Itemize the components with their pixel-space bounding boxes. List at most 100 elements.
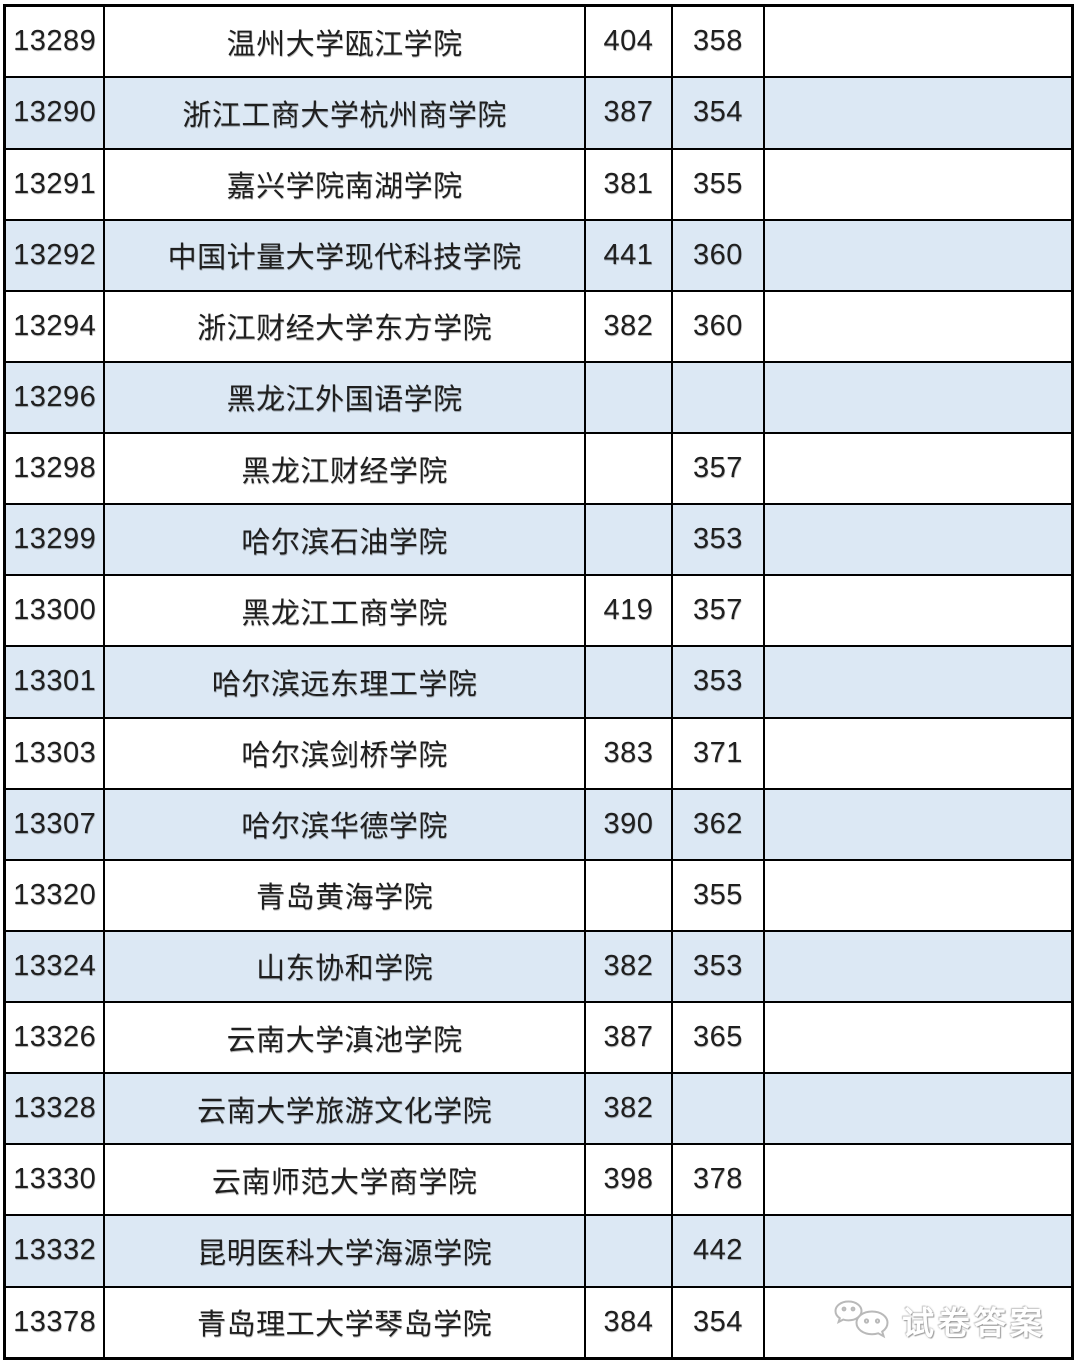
school-name-cell: 温州大学瓯江学院	[103, 4, 586, 79]
school-name-cell: 青岛黄海学院	[103, 858, 586, 932]
table-row: 13296 黑龙江外国语学院	[3, 360, 1074, 435]
school-name-cell: 黑龙江工商学院	[103, 574, 586, 648]
code-cell: 13326	[3, 1001, 106, 1075]
score2-cell: 362	[670, 787, 765, 861]
note-cell	[762, 4, 1074, 79]
score1-cell: 390	[583, 787, 673, 861]
code-cell: 13294	[3, 289, 106, 363]
school-name-cell: 云南大学旅游文化学院	[103, 1072, 586, 1146]
score1-cell: 404	[583, 4, 673, 79]
score2-cell: 442	[670, 1214, 765, 1288]
note-cell	[762, 716, 1074, 790]
score1-cell	[583, 1214, 673, 1288]
table-row: 13328 云南大学旅游文化学院 382	[3, 1072, 1074, 1146]
score1-cell: 382	[583, 929, 673, 1004]
code-cell: 13292	[3, 218, 106, 292]
score1-cell	[583, 432, 673, 506]
score2-cell: 354	[670, 1285, 765, 1360]
school-name-cell: 中国计量大学现代科技学院	[103, 218, 586, 292]
note-cell	[762, 1285, 1074, 1360]
table-row: 13298 黑龙江财经学院 357	[3, 432, 1074, 506]
table-row: 13292 中国计量大学现代科技学院 441 360	[3, 218, 1074, 292]
score1-cell	[583, 360, 673, 435]
score2-cell: 365	[670, 1001, 765, 1075]
school-name-cell: 哈尔滨剑桥学院	[103, 716, 586, 790]
note-cell	[762, 1143, 1074, 1217]
score1-cell	[583, 858, 673, 932]
table-row: 13378 青岛理工大学琴岛学院 384 354	[3, 1285, 1074, 1360]
school-name-cell: 浙江财经大学东方学院	[103, 289, 586, 363]
score1-cell: 387	[583, 1001, 673, 1075]
score2-cell: 358	[670, 4, 765, 79]
score1-cell: 398	[583, 1143, 673, 1217]
score2-cell: 357	[670, 574, 765, 648]
score2-cell: 353	[670, 929, 765, 1004]
note-cell	[762, 645, 1074, 719]
score2-cell	[670, 360, 765, 435]
code-cell: 13296	[3, 360, 106, 435]
school-name-cell: 哈尔滨华德学院	[103, 787, 586, 861]
table-row: 13300 黑龙江工商学院 419 357	[3, 574, 1074, 648]
note-cell	[762, 1072, 1074, 1146]
school-name-cell: 嘉兴学院南湖学院	[103, 147, 586, 221]
note-cell	[762, 218, 1074, 292]
school-name-cell: 浙江工商大学杭州商学院	[103, 76, 586, 150]
note-cell	[762, 76, 1074, 150]
admission-score-table: 13289 温州大学瓯江学院 404 358 13290 浙江工商大学杭州商学院…	[3, 4, 1074, 1360]
score2-cell: 360	[670, 218, 765, 292]
table-row: 13294 浙江财经大学东方学院 382 360	[3, 289, 1074, 363]
score1-cell: 419	[583, 574, 673, 648]
code-cell: 13298	[3, 432, 106, 506]
note-cell	[762, 289, 1074, 363]
table-row: 13289 温州大学瓯江学院 404 358	[3, 4, 1074, 79]
table-row: 13291 嘉兴学院南湖学院 381 355	[3, 147, 1074, 221]
school-name-cell: 黑龙江财经学院	[103, 432, 586, 506]
code-cell: 13328	[3, 1072, 106, 1146]
code-cell: 13299	[3, 503, 106, 577]
table-row: 13303 哈尔滨剑桥学院 383 371	[3, 716, 1074, 790]
score1-cell: 382	[583, 289, 673, 363]
table-row: 13324 山东协和学院 382 353	[3, 929, 1074, 1004]
table-row: 13299 哈尔滨石油学院 353	[3, 503, 1074, 577]
score1-cell: 382	[583, 1072, 673, 1146]
school-name-cell: 云南大学滇池学院	[103, 1001, 586, 1075]
score2-cell: 355	[670, 147, 765, 221]
table-body: 13289 温州大学瓯江学院 404 358 13290 浙江工商大学杭州商学院…	[3, 4, 1074, 1360]
school-name-cell: 哈尔滨远东理工学院	[103, 645, 586, 719]
code-cell: 13307	[3, 787, 106, 861]
score2-cell: 353	[670, 645, 765, 719]
table-row: 13332 昆明医科大学海源学院 442	[3, 1214, 1074, 1288]
score1-cell: 381	[583, 147, 673, 221]
score1-cell: 441	[583, 218, 673, 292]
table-row: 13290 浙江工商大学杭州商学院 387 354	[3, 76, 1074, 150]
code-cell: 13289	[3, 4, 106, 79]
table-row: 13326 云南大学滇池学院 387 365	[3, 1001, 1074, 1075]
table-row: 13301 哈尔滨远东理工学院 353	[3, 645, 1074, 719]
note-cell	[762, 1001, 1074, 1075]
score2-cell: 371	[670, 716, 765, 790]
score2-cell: 357	[670, 432, 765, 506]
code-cell: 13378	[3, 1285, 106, 1360]
note-cell	[762, 787, 1074, 861]
note-cell	[762, 574, 1074, 648]
code-cell: 13320	[3, 858, 106, 932]
code-cell: 13290	[3, 76, 106, 150]
table-row: 13330 云南师范大学商学院 398 378	[3, 1143, 1074, 1217]
note-cell	[762, 503, 1074, 577]
score1-cell: 387	[583, 76, 673, 150]
note-cell	[762, 929, 1074, 1004]
score1-cell	[583, 503, 673, 577]
note-cell	[762, 858, 1074, 932]
school-name-cell: 哈尔滨石油学院	[103, 503, 586, 577]
note-cell	[762, 147, 1074, 221]
code-cell: 13332	[3, 1214, 106, 1288]
score2-cell	[670, 1072, 765, 1146]
code-cell: 13330	[3, 1143, 106, 1217]
score2-cell: 355	[670, 858, 765, 932]
score1-cell: 384	[583, 1285, 673, 1360]
note-cell	[762, 432, 1074, 506]
table-row: 13320 青岛黄海学院 355	[3, 858, 1074, 932]
score1-cell: 383	[583, 716, 673, 790]
school-name-cell: 云南师范大学商学院	[103, 1143, 586, 1217]
